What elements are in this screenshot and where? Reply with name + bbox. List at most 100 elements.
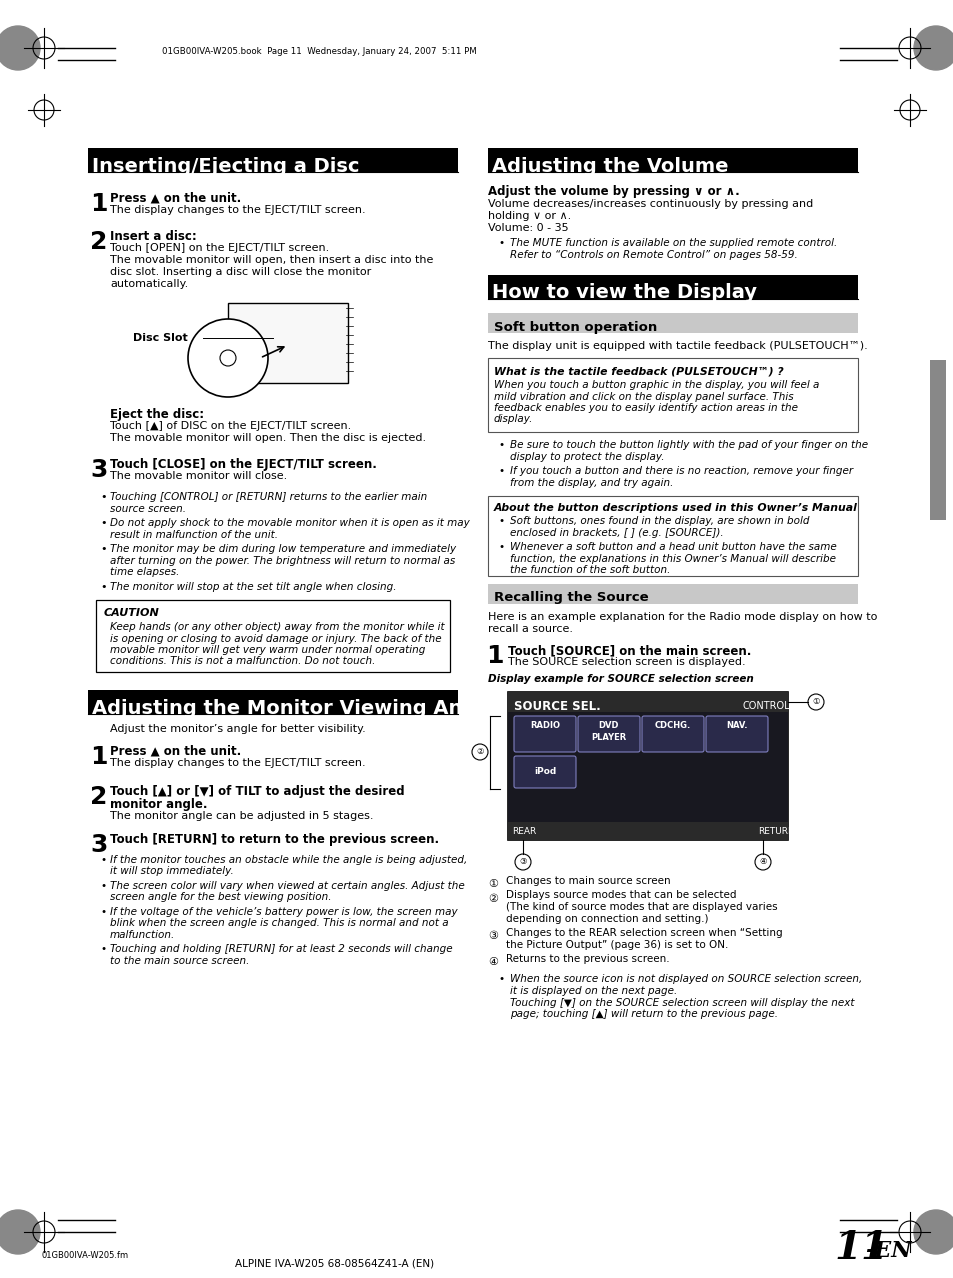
Text: the function of the soft button.: the function of the soft button. [510, 565, 670, 575]
Text: The monitor will stop at the set tilt angle when closing.: The monitor will stop at the set tilt an… [110, 581, 396, 592]
Text: The display changes to the EJECT/TILT screen.: The display changes to the EJECT/TILT sc… [110, 204, 365, 215]
Text: ②: ② [488, 893, 497, 904]
Text: RADIO: RADIO [530, 722, 559, 731]
Text: mild vibration and click on the display panel surface. This: mild vibration and click on the display … [494, 391, 793, 401]
Text: is opening or closing to avoid damage or injury. The back of the: is opening or closing to avoid damage or… [110, 634, 441, 644]
Bar [507, 712, 787, 822]
Text: The monitor angle can be adjusted in 5 stages.: The monitor angle can be adjusted in 5 s… [110, 812, 374, 820]
Text: automatically.: automatically. [110, 279, 188, 289]
Text: ③: ③ [488, 930, 497, 941]
Text: The movable monitor will open. Then the disc is ejected.: The movable monitor will open. Then the … [110, 433, 426, 443]
Text: 11: 11 [833, 1229, 887, 1266]
Text: How to view the Display: How to view the Display [492, 284, 757, 303]
Text: The display unit is equipped with tactile feedback (PULSETOUCH™).: The display unit is equipped with tactil… [488, 341, 867, 351]
Text: Touching and holding [RETURN] for at least 2 seconds will change: Touching and holding [RETURN] for at lea… [110, 944, 452, 955]
Bar [929, 360, 945, 520]
Bar [228, 303, 348, 383]
Text: Adjust the volume by pressing ∨ or ∧.: Adjust the volume by pressing ∨ or ∧. [488, 185, 739, 198]
Text: The SOURCE selection screen is displayed.: The SOURCE selection screen is displayed… [507, 657, 745, 667]
Text: Touching [▼] on the SOURCE selection screen will display the next: Touching [▼] on the SOURCE selection scr… [510, 998, 854, 1007]
Text: Touch [RETURN] to return to the previous screen.: Touch [RETURN] to return to the previous… [110, 833, 438, 846]
Ellipse shape [220, 350, 235, 366]
Text: Adjusting the Monitor Viewing Angle: Adjusting the Monitor Viewing Angle [91, 699, 496, 717]
Text: •: • [100, 907, 106, 918]
Text: it is displayed on the next page.: it is displayed on the next page. [510, 987, 677, 996]
Text: malfunction.: malfunction. [110, 930, 175, 941]
Text: •: • [497, 542, 503, 552]
Text: •: • [100, 544, 107, 553]
FancyBboxPatch shape [705, 716, 767, 751]
Bar [488, 148, 857, 173]
Text: Recalling the Source: Recalling the Source [494, 592, 648, 604]
Text: iPod: iPod [534, 767, 556, 776]
Text: 2: 2 [90, 230, 108, 254]
Text: •: • [497, 975, 503, 984]
Circle shape [913, 26, 953, 70]
Text: The movable monitor will open, then insert a disc into the: The movable monitor will open, then inse… [110, 256, 433, 265]
Text: The monitor may be dim during low temperature and immediately: The monitor may be dim during low temper… [110, 544, 456, 553]
Circle shape [0, 26, 40, 70]
Text: The screen color will vary when viewed at certain angles. Adjust the: The screen color will vary when viewed a… [110, 881, 464, 891]
Text: Changes to main source screen: Changes to main source screen [505, 875, 670, 886]
Text: Soft buttons, ones found in the display, are shown in bold: Soft buttons, ones found in the display,… [510, 516, 809, 527]
FancyBboxPatch shape [578, 716, 639, 751]
Text: REAR: REAR [512, 827, 536, 837]
Bar [96, 599, 450, 672]
Text: PLAYER: PLAYER [591, 734, 626, 743]
Text: 1: 1 [485, 644, 503, 668]
Text: RETURN: RETURN [758, 827, 794, 837]
Bar [507, 822, 787, 840]
FancyBboxPatch shape [641, 716, 703, 751]
Text: ④: ④ [488, 957, 497, 967]
Text: 01GB00IVA-W205.fm: 01GB00IVA-W205.fm [42, 1250, 129, 1260]
Text: from the display, and try again.: from the display, and try again. [510, 478, 673, 487]
FancyBboxPatch shape [514, 757, 576, 789]
Text: Adjust the monitor’s angle for better visibility.: Adjust the monitor’s angle for better vi… [110, 725, 365, 734]
Text: Displays source modes that can be selected: Displays source modes that can be select… [505, 891, 736, 901]
Text: ①: ① [488, 879, 497, 889]
Text: blink when the screen angle is changed. This is normal and not a: blink when the screen angle is changed. … [110, 919, 448, 929]
Text: Volume: 0 - 35: Volume: 0 - 35 [488, 222, 568, 233]
Text: source screen.: source screen. [110, 504, 186, 514]
Text: Changes to the REAR selection screen when “Setting: Changes to the REAR selection screen whe… [505, 928, 781, 938]
Text: after turning on the power. The brightness will return to normal as: after turning on the power. The brightne… [110, 556, 455, 565]
Text: 3: 3 [90, 833, 108, 858]
Text: Here is an example explanation for the Radio mode display on how to: Here is an example explanation for the R… [488, 612, 877, 622]
Text: Be sure to touch the button lightly with the pad of your finger on the: Be sure to touch the button lightly with… [510, 440, 867, 450]
Text: 01GB00IVA-W205.book  Page 11  Wednesday, January 24, 2007  5:11 PM: 01GB00IVA-W205.book Page 11 Wednesday, J… [162, 47, 476, 56]
Text: -EN: -EN [864, 1240, 911, 1261]
Text: Touching [CONTROL] or [RETURN] returns to the earlier main: Touching [CONTROL] or [RETURN] returns t… [110, 492, 427, 502]
Text: Adjusting the Volume: Adjusting the Volume [492, 156, 728, 175]
Text: The MUTE function is available on the supplied remote control.: The MUTE function is available on the su… [510, 238, 837, 248]
Text: CDCHG.: CDCHG. [654, 722, 690, 731]
Text: Inserting/Ejecting a Disc: Inserting/Ejecting a Disc [91, 156, 359, 175]
Text: •: • [100, 944, 106, 955]
Text: Touch [OPEN] on the EJECT/TILT screen.: Touch [OPEN] on the EJECT/TILT screen. [110, 243, 329, 253]
Text: ①: ① [811, 698, 819, 707]
Text: Eject the disc:: Eject the disc: [110, 408, 204, 420]
Text: page; touching [▲] will return to the previous page.: page; touching [▲] will return to the pr… [510, 1010, 778, 1019]
Text: 1: 1 [90, 192, 108, 216]
Circle shape [913, 1210, 953, 1254]
Circle shape [0, 1210, 40, 1254]
Text: Volume decreases/increases continuously by pressing and: Volume decreases/increases continuously … [488, 199, 812, 210]
Text: 1: 1 [90, 745, 108, 769]
Text: 2: 2 [90, 785, 108, 809]
Text: Soft button operation: Soft button operation [494, 321, 657, 334]
Text: movable monitor will get very warm under normal operating: movable monitor will get very warm under… [110, 645, 425, 656]
Text: (The kind of source modes that are displayed varies: (The kind of source modes that are displ… [505, 902, 777, 912]
Text: the Picture Output” (page 36) is set to ON.: the Picture Output” (page 36) is set to … [505, 939, 727, 950]
Text: Press ▲ on the unit.: Press ▲ on the unit. [110, 192, 241, 204]
Text: What is the tactile feedback (PULSETOUCH™) ?: What is the tactile feedback (PULSETOUCH… [494, 366, 782, 376]
Text: enclosed in brackets, [ ] (e.g. [SOURCE]).: enclosed in brackets, [ ] (e.g. [SOURCE]… [510, 528, 723, 538]
Text: Display example for SOURCE selection screen: Display example for SOURCE selection scr… [488, 674, 753, 684]
Text: display to protect the display.: display to protect the display. [510, 451, 664, 461]
Text: •: • [497, 440, 503, 450]
Text: •: • [497, 466, 503, 475]
Text: recall a source.: recall a source. [488, 624, 573, 634]
Text: If the monitor touches an obstacle while the angle is being adjusted,: If the monitor touches an obstacle while… [110, 855, 467, 865]
Bar [88, 148, 457, 173]
Text: Press ▲ on the unit.: Press ▲ on the unit. [110, 745, 241, 758]
Text: •: • [100, 881, 106, 891]
Bar [507, 691, 787, 840]
